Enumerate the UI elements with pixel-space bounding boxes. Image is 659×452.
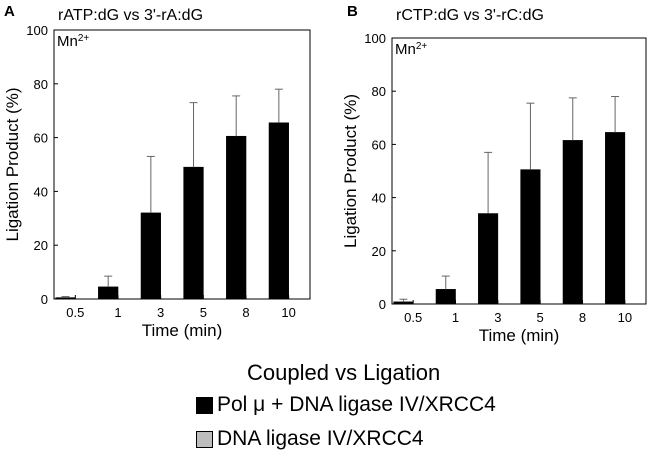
- y-tick-label: 60: [34, 131, 48, 146]
- x-tick-label: 0.5: [66, 305, 84, 320]
- y-tick-label: 100: [26, 23, 48, 38]
- y-tick-label: 100: [364, 31, 386, 46]
- chart-title: rCTP:dG vs 3'-rC:dG: [396, 7, 544, 24]
- legend-label-ligation: DNA ligase IV/XRCC4: [217, 427, 424, 450]
- x-tick-label: 1: [452, 310, 459, 325]
- bar: [562, 140, 583, 305]
- y-tick-label: 0: [41, 292, 48, 307]
- bar: [605, 132, 626, 305]
- legend-swatch-coupled: [196, 396, 213, 414]
- legend-title: Coupled vs Ligation: [247, 360, 441, 385]
- y-axis-title: Ligation Product (%): [3, 87, 22, 241]
- plot-frame: [53, 29, 311, 300]
- x-tick-label: 8: [579, 310, 586, 325]
- y-axis-title: Ligation Product (%): [341, 94, 360, 248]
- y-tick-label: 80: [34, 77, 48, 92]
- y-tick-label: 40: [34, 184, 48, 199]
- y-tick-label: 40: [372, 191, 386, 206]
- panel-letter: B: [347, 3, 358, 20]
- x-tick-label: 5: [537, 310, 544, 325]
- x-tick-label: 8: [242, 305, 249, 320]
- legend-item-coupled: Pol μ + DNA ligase IV/XRCC4: [196, 392, 496, 418]
- x-tick-label: 3: [494, 310, 501, 325]
- bar: [226, 135, 247, 300]
- x-tick-label: 5: [200, 305, 207, 320]
- bar: [435, 289, 456, 305]
- legend-item-ligation: DNA ligase IV/XRCC4: [196, 426, 424, 452]
- bar: [268, 122, 289, 300]
- panel-letter: A: [4, 3, 15, 20]
- plot-frame: [391, 37, 647, 305]
- y-tick-label: 20: [34, 238, 48, 253]
- y-tick-label: 0: [379, 297, 386, 312]
- bar: [520, 169, 541, 305]
- condition-label: Mn2+: [395, 41, 427, 58]
- x-axis-title: Time (min): [479, 326, 560, 345]
- condition-label: Mn2+: [57, 33, 89, 50]
- bar: [393, 301, 414, 305]
- condition-superscript: 2+: [416, 41, 428, 52]
- x-tick-label: 10: [281, 305, 295, 320]
- bar: [140, 212, 161, 300]
- legend-label-coupled: Pol μ + DNA ligase IV/XRCC4: [217, 393, 496, 416]
- y-tick-label: 20: [372, 244, 386, 259]
- bar: [55, 297, 76, 300]
- y-tick-label: 80: [372, 84, 386, 99]
- bar: [478, 213, 499, 305]
- x-tick-label: 0.5: [404, 310, 422, 325]
- bar: [98, 286, 119, 300]
- x-axis-title: Time (min): [142, 321, 223, 340]
- y-tick-label: 60: [372, 137, 386, 152]
- bar: [183, 166, 204, 300]
- x-tick-label: 1: [114, 305, 121, 320]
- x-tick-label: 3: [157, 305, 164, 320]
- x-tick-label: 10: [618, 310, 632, 325]
- condition-superscript: 2+: [78, 33, 90, 44]
- legend-swatch-ligation: [196, 430, 213, 448]
- chart-title: rATP:dG vs 3'-rA:dG: [58, 7, 203, 24]
